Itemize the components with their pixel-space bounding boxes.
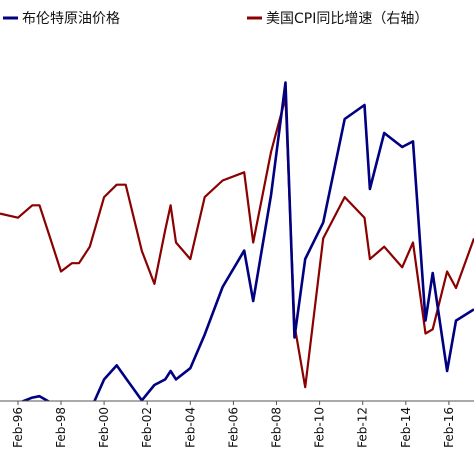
legend-label-brent: 布伦特原油价格 bbox=[22, 11, 120, 27]
x-tick-label: Feb-96 bbox=[11, 407, 25, 448]
legend: 布伦特原油价格 美国CPI同比增速（右轴） bbox=[3, 11, 428, 27]
x-tick-label: Feb-04 bbox=[183, 407, 197, 448]
x-tick-label: Feb-06 bbox=[226, 407, 240, 448]
x-tick-label: Feb-98 bbox=[54, 407, 68, 448]
x-axis-ticks: Feb-96 Feb-98 Feb-00 Feb-02 Feb-04 Feb-06 Feb-… bbox=[11, 401, 456, 448]
x-tick-label: Feb-08 bbox=[270, 407, 284, 448]
x-tick-label: Feb-10 bbox=[313, 407, 327, 448]
series-line-brent bbox=[20, 81, 474, 401]
x-tick-label: Feb-14 bbox=[399, 407, 413, 448]
legend-label-cpi: 美国CPI同比增速（右轴） bbox=[266, 11, 428, 27]
x-tick-label: Feb-16 bbox=[442, 407, 456, 448]
x-tick-label: Feb-12 bbox=[356, 407, 370, 448]
x-tick-label: Feb-00 bbox=[97, 407, 111, 448]
plot-area bbox=[0, 81, 474, 401]
x-tick-label: Feb-02 bbox=[140, 407, 154, 448]
series-line-cpi bbox=[0, 96, 474, 389]
